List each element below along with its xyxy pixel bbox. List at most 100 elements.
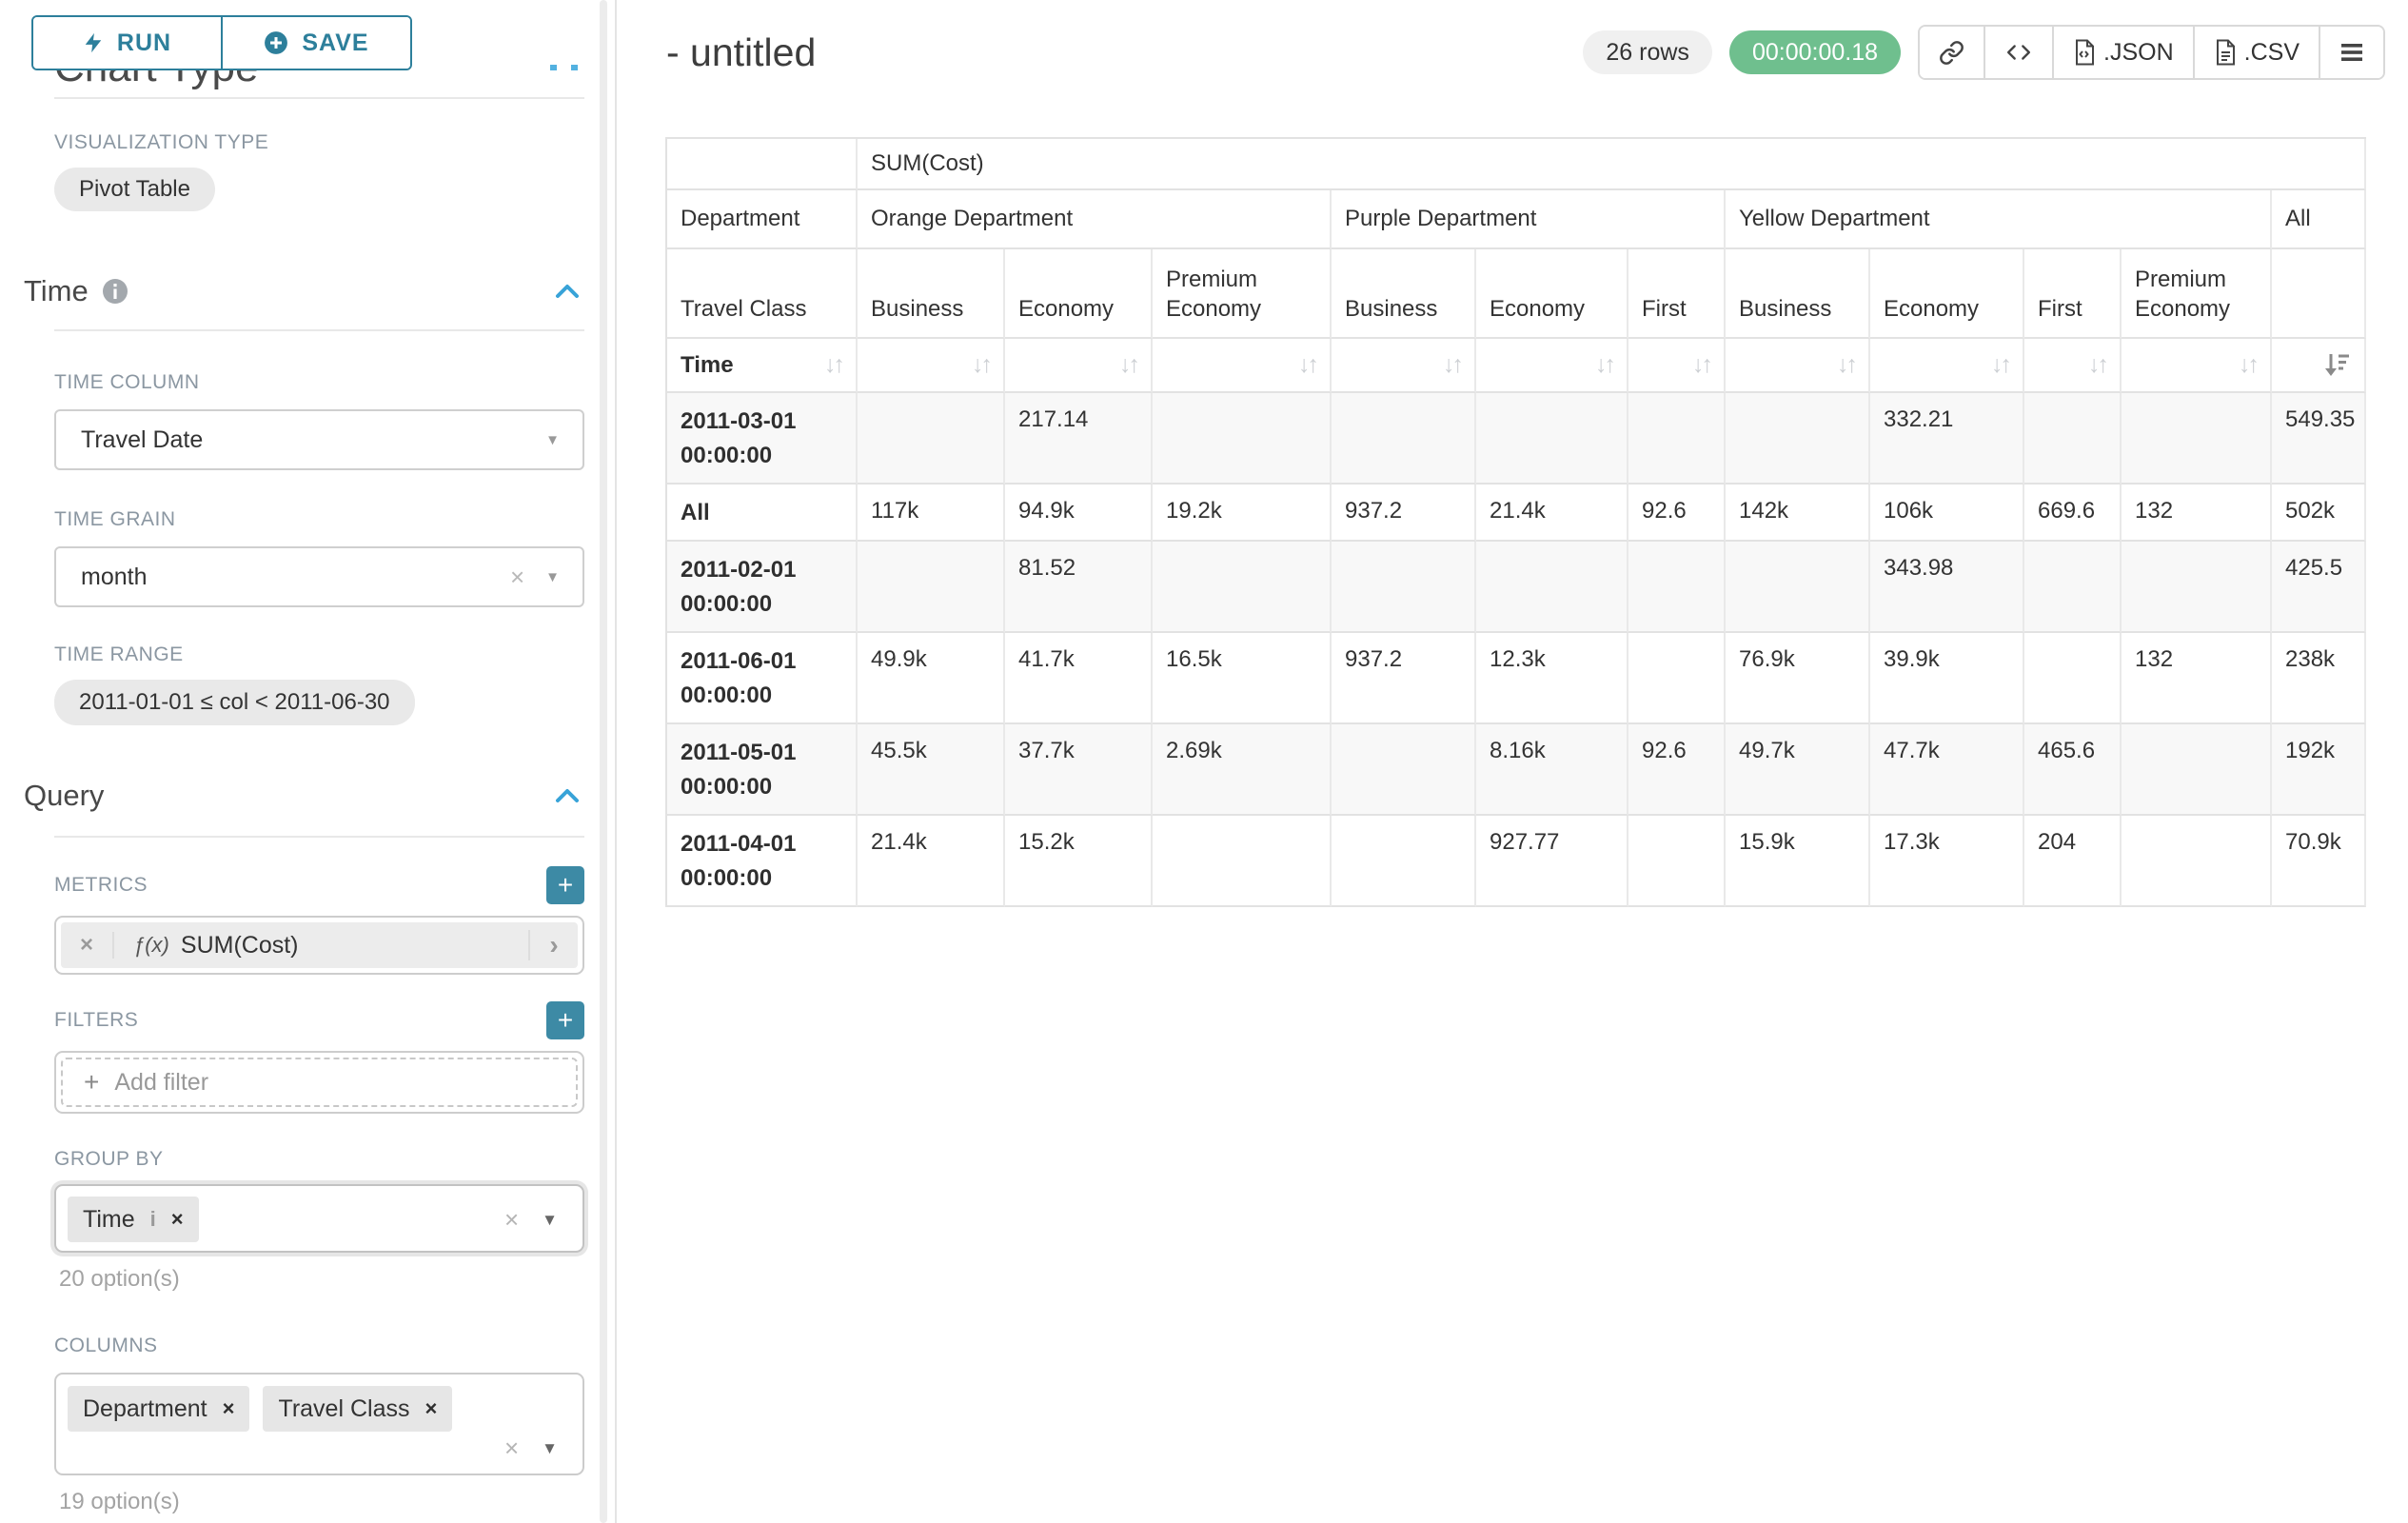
menu-button[interactable] [2320, 27, 2383, 78]
export-json-button[interactable]: .JSON [2054, 27, 2195, 78]
pivot-cell [1332, 816, 1476, 907]
run-button[interactable]: RUN [33, 17, 223, 69]
pivot-sort-cell[interactable]: ↓↑ [1628, 339, 1726, 393]
pivot-sort-cell[interactable]: ↓↑ [2122, 339, 2272, 393]
pivot-sort-cell[interactable]: ↓↑ [2024, 339, 2122, 393]
time-range-chip[interactable]: 2011-01-01 ≤ col < 2011-06-30 [54, 680, 415, 725]
clear-icon[interactable]: × [509, 563, 525, 591]
filters-box: + Add filter [54, 1051, 584, 1114]
pivot-cell [2122, 393, 2272, 485]
remove-metric-icon[interactable]: × [61, 932, 114, 959]
view-query-button[interactable] [1985, 27, 2055, 78]
export-button-group: .JSON .CSV [1918, 25, 2385, 80]
sort-icon: ↓↑ [1837, 351, 1858, 378]
section-divider [54, 97, 584, 99]
sidebar-scrollbar[interactable] [600, 0, 607, 1523]
pivot-cell: 2.69k [1153, 724, 1332, 816]
pivot-cell: 12.3k [1476, 633, 1628, 724]
pivot-sort-cell[interactable]: ↓↑ [858, 339, 1005, 393]
pivot-cell: 142k [1726, 485, 1870, 542]
pivot-cell: 15.2k [1005, 816, 1153, 907]
sort-icon: ↓↑ [1692, 351, 1713, 378]
pivot-sort-cell[interactable]: ↓↑ [1870, 339, 2024, 393]
pivot-data-row: 2011-04-01 00:00:00 21.4k 15.2k 927.77 15.9k… [667, 816, 2366, 907]
pivot-cell [1332, 724, 1476, 816]
remove-chip-icon[interactable]: × [170, 1207, 184, 1231]
add-metric-button[interactable]: + [546, 866, 584, 904]
add-filter-plus-button[interactable]: + [546, 1001, 584, 1039]
pivot-cell [2122, 816, 2272, 907]
pivot-cell: 8.16k [1476, 724, 1628, 816]
time-grain-label: TIME GRAIN [54, 508, 176, 530]
sort-icon: ↓↑ [824, 351, 845, 378]
share-link-button[interactable] [1920, 27, 1986, 78]
pivot-cell [1476, 542, 1628, 633]
caret-down-icon[interactable]: ▼ [542, 1438, 558, 1457]
pivot-cell: 41.7k [1005, 633, 1153, 724]
pivot-cell [2024, 633, 2122, 724]
columns-select[interactable]: Department × Travel Class × × ▼ [54, 1373, 584, 1475]
run-save-button-group: RUN SAVE [31, 15, 412, 70]
pivot-cell [2122, 724, 2272, 816]
pivot-col-header: Business [858, 249, 1005, 339]
metric-pill[interactable]: × ƒ(x) SUM(Cost) › [61, 922, 578, 968]
filters-label: FILTERS [54, 1009, 139, 1031]
pivot-cell: 117k [858, 485, 1005, 542]
info-icon [102, 278, 128, 305]
clear-icon[interactable]: × [503, 1205, 520, 1234]
remove-chip-icon[interactable]: × [222, 1396, 235, 1420]
run-button-label: RUN [116, 29, 172, 56]
pivot-sort-cell[interactable]: Time ↓↑ [667, 339, 858, 393]
caret-down-icon[interactable]: ▼ [542, 1210, 558, 1229]
remove-chip-icon[interactable]: × [424, 1396, 438, 1420]
clear-icon[interactable]: × [503, 1434, 520, 1462]
pivot-col-header: Business [1726, 249, 1870, 339]
chevron-up-icon[interactable] [554, 786, 581, 805]
group-by-chip-time[interactable]: Time i × [68, 1197, 199, 1242]
file-code-icon [2073, 39, 2096, 66]
pivot-sort-cell[interactable]: ↓↑ [1726, 339, 1870, 393]
group-by-select[interactable]: Time i × × ▼ [54, 1184, 584, 1253]
pivot-cell [2024, 393, 2122, 485]
sort-icon: ↓↑ [1119, 351, 1140, 378]
columns-chip-department[interactable]: Department × [68, 1386, 250, 1432]
pivot-data-row: 2011-02-01 00:00:00 81.52 343.98 425.5 [667, 542, 2366, 633]
chevron-tip-decoration [571, 65, 578, 70]
pivot-cell [2024, 542, 2122, 633]
pivot-cell [1332, 393, 1476, 485]
pivot-sort-cell[interactable]: ↓↑ [1476, 339, 1628, 393]
chevron-right-icon[interactable]: › [528, 930, 578, 960]
time-column-value: Travel Date [81, 425, 204, 453]
sort-icon: ↓↑ [1443, 351, 1464, 378]
add-filter-button[interactable]: + Add filter [61, 1058, 578, 1107]
chevron-tip-decoration [550, 65, 557, 70]
pivot-cell: 92.6 [1628, 485, 1726, 542]
time-section-header[interactable]: Time [24, 274, 581, 308]
pivot-sort-cell[interactable]: ↓↑ [1005, 339, 1153, 393]
pivot-cell: 217.14 [1005, 393, 1153, 485]
pivot-cell: 16.5k [1153, 633, 1332, 724]
pivot-sort-cell[interactable]: ↓↑ [1153, 339, 1332, 393]
pivot-sort-cell[interactable] [2272, 339, 2366, 393]
save-button[interactable]: SAVE [223, 17, 410, 69]
sort-icon: ↓↑ [1595, 351, 1616, 378]
pivot-col-header: First [2024, 249, 2122, 339]
pivot-row-dim-label: Department [667, 190, 858, 249]
pivot-col-header: Premium Economy [1153, 249, 1332, 339]
chevron-up-icon[interactable] [554, 282, 581, 301]
viz-type-chip[interactable]: Pivot Table [54, 168, 215, 211]
time-grain-select[interactable]: month × ▼ [54, 546, 584, 607]
add-filter-label: Add filter [114, 1068, 209, 1096]
export-csv-button[interactable]: .CSV [2194, 27, 2320, 78]
pivot-sort-cell[interactable]: ↓↑ [1332, 339, 1476, 393]
chart-title[interactable]: - untitled [666, 30, 817, 74]
query-section-header[interactable]: Query [24, 779, 581, 813]
hamburger-menu-icon [2339, 42, 2364, 63]
pivot-cell: 192k [2272, 724, 2366, 816]
code-icon [2004, 40, 2033, 65]
chart-toolbar: 26 rows 00:00:00.18 [1583, 25, 2385, 80]
columns-option-count: 19 option(s) [59, 1489, 180, 1514]
columns-chip-travel-class[interactable]: Travel Class × [263, 1386, 453, 1432]
link-icon [1939, 40, 1964, 66]
time-column-select[interactable]: Travel Date ▼ [54, 409, 584, 470]
